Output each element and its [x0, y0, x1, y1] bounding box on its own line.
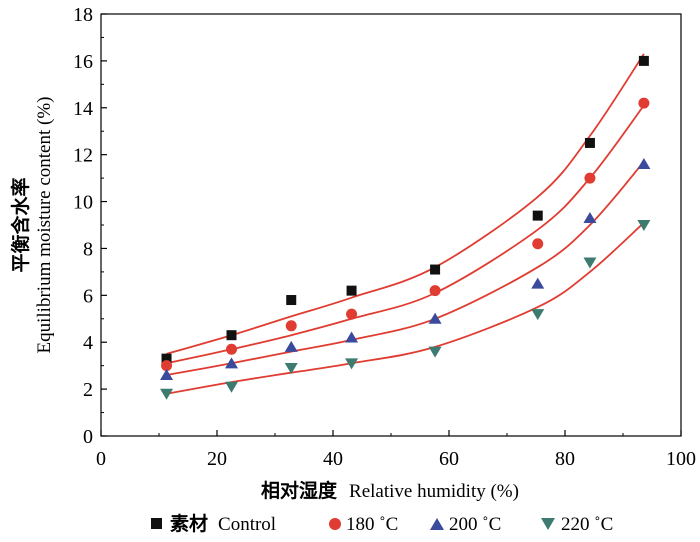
point-s2-1 [225, 357, 238, 369]
legend-item-180: 180 ˚C [329, 514, 398, 535]
legend-label-180: 180 ˚C [346, 514, 398, 535]
point-s0-5 [532, 210, 543, 221]
legend-marker-control [151, 518, 162, 529]
x-tick-label-80: 80 [555, 448, 575, 470]
point-s2-4 [428, 312, 442, 324]
point-s2-5 [531, 277, 545, 289]
point-s0-1 [226, 330, 237, 341]
x-tick-label-100: 100 [666, 448, 696, 470]
point-s3-6 [583, 257, 597, 269]
legend-label-control-en: Control [218, 514, 276, 535]
point-s0-2 [286, 295, 297, 306]
y-tick-label-18: 18 [73, 4, 93, 26]
y-tick-label-4: 4 [83, 332, 93, 354]
fit-curve-2 [166, 161, 645, 376]
point-s3-3 [345, 358, 359, 370]
x-tick-label-60: 60 [439, 448, 459, 470]
point-s0-6 [584, 137, 595, 148]
legend-marker-180 [329, 518, 341, 530]
legend-item-200: 200 ˚C [430, 514, 501, 535]
y-axis-title-en: Equilibrium moisture content (%) [34, 97, 55, 354]
x-axis-title-en: Relative humidity (%) [349, 481, 519, 502]
plot-border [100, 13, 682, 437]
fit-curve-1 [166, 104, 645, 365]
point-s1-6 [584, 172, 596, 184]
legend: 素材 Control 180 ˚C 200 ˚C 220 ˚C [151, 512, 613, 535]
point-s1-3 [346, 308, 358, 320]
point-s2-0 [160, 369, 174, 381]
point-s3-2 [284, 363, 298, 375]
point-s0-7 [638, 55, 649, 66]
point-s2-6 [583, 211, 597, 223]
y-tick-label-12: 12 [73, 145, 93, 167]
point-s2-2 [284, 340, 298, 352]
point-s3-7 [637, 220, 651, 231]
x-tick-label-0: 0 [96, 448, 106, 470]
y-tick-label-8: 8 [83, 238, 93, 260]
point-s1-1 [226, 343, 237, 355]
y-tick-label-6: 6 [83, 285, 93, 307]
point-s3-0 [160, 388, 174, 400]
legend-marker-200 [430, 518, 444, 530]
point-s1-7 [638, 97, 650, 109]
fit-curve-0 [166, 53, 645, 355]
y-tick-label-10: 10 [73, 192, 93, 214]
point-s1-0 [161, 360, 173, 372]
data-markers [160, 55, 651, 400]
y-tick-label-14: 14 [73, 98, 93, 120]
legend-label-control-cn: 素材 [170, 512, 208, 535]
y-axis-title-cn: 平衡含水率 [9, 177, 32, 272]
point-s0-4 [430, 264, 441, 275]
point-s2-7 [637, 158, 651, 170]
fit-curve-3 [166, 222, 645, 395]
y-tick-label-2: 2 [83, 379, 93, 401]
y-tick-label-0: 0 [83, 426, 93, 448]
point-s2-3 [345, 331, 359, 343]
point-s0-3 [346, 285, 357, 296]
legend-item-220: 220 ˚C [541, 514, 613, 535]
plot-frame [100, 13, 682, 437]
legend-label-220: 220 ˚C [561, 514, 613, 535]
point-s0-0 [161, 353, 172, 364]
point-s1-5 [532, 238, 544, 250]
x-tick-label-40: 40 [323, 448, 343, 470]
point-s3-5 [531, 309, 545, 321]
x-tick-label-20: 20 [207, 448, 227, 470]
legend-label-200: 200 ˚C [449, 514, 501, 535]
fit-curves [166, 53, 645, 395]
x-axis-title-cn: 相对湿度 [261, 479, 338, 502]
axis-ticks: 0 20 40 60 80 100 0 2 4 6 8 10 12 14 16 18 [73, 4, 696, 470]
legend-marker-220 [541, 518, 555, 530]
point-s1-2 [285, 320, 297, 332]
x-axis-title: 相对湿度 Relative humidity (%) [261, 479, 519, 502]
y-tick-label-16: 16 [73, 51, 93, 73]
point-s3-1 [225, 381, 238, 393]
legend-item-control: 素材 Control [151, 512, 276, 535]
point-s1-4 [429, 285, 441, 297]
point-s3-4 [428, 346, 442, 358]
